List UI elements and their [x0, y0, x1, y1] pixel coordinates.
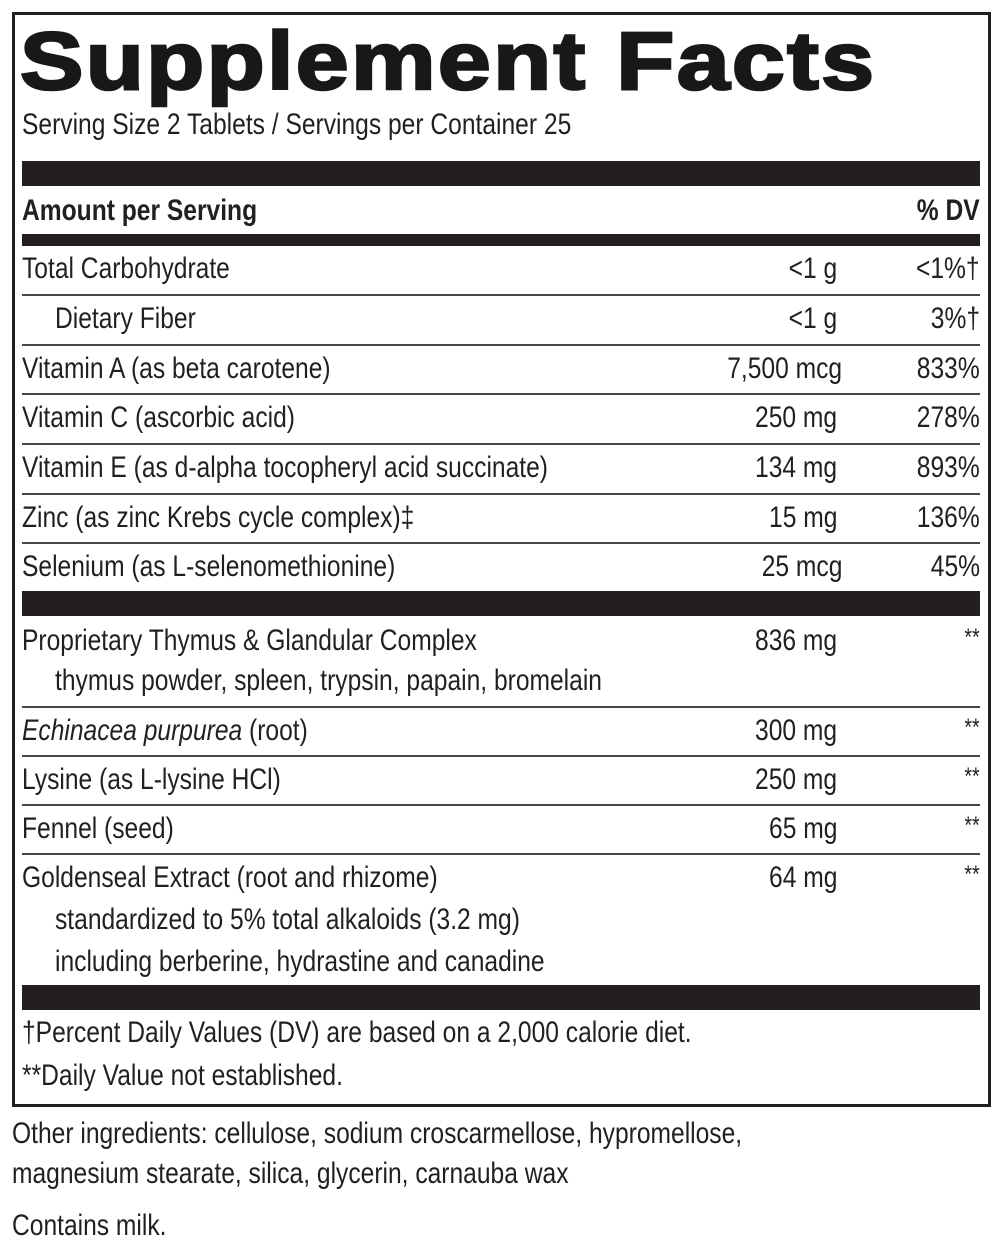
ingredient-name: Echinacea purpurea (root) [22, 713, 308, 749]
row-divider [22, 706, 980, 708]
ingredient-sub-line: including berberine, hydrastine and cana… [55, 945, 545, 978]
ingredient-sub-line: standardized to 5% total alkaloids (3.2 … [55, 903, 520, 936]
row-divider [22, 853, 980, 855]
nutrient-amount: <1 g [788, 252, 837, 285]
thick-divider [22, 591, 980, 616]
row-divider [22, 443, 980, 445]
footnote-dv-not-established: **Daily Value not established. [22, 1059, 343, 1092]
ingredient-dv: ** [964, 624, 980, 651]
row-divider [22, 804, 980, 806]
ingredient-amount: 64 mg [768, 861, 837, 894]
ingredient-dv: ** [964, 763, 980, 790]
nutrient-name: Vitamin A (as beta carotene) [22, 352, 331, 385]
nutrient-amount: 15 mg [768, 501, 837, 534]
nutrient-dv: 45% [930, 550, 980, 583]
footnote-dv-basis: †Percent Daily Values (DV) are based on … [22, 1016, 692, 1049]
dv-header: % DV [917, 194, 980, 227]
row-divider [22, 393, 980, 395]
nutrient-name: Dietary Fiber [55, 302, 196, 335]
ingredient-dv: ** [964, 861, 980, 888]
ingredient-name: Lysine (as L-lysine HCl) [22, 763, 281, 796]
nutrient-dv: <1%† [916, 252, 980, 285]
nutrient-name: Vitamin E (as d-alpha tocopheryl acid su… [22, 451, 548, 484]
thick-divider [22, 985, 980, 1010]
label-title: Supplement Facts [19, 15, 877, 108]
nutrient-dv: 833% [917, 352, 980, 385]
ingredient-amount: 65 mg [768, 812, 837, 845]
supplement-facts-panel [12, 12, 991, 1107]
ingredient-name-italic: Echinacea purpurea [22, 714, 243, 747]
nutrient-amount: 25 mcg [761, 550, 842, 583]
nutrient-amount: <1 g [788, 302, 837, 335]
ingredient-dv: ** [964, 714, 980, 741]
nutrient-dv: 893% [917, 451, 980, 484]
nutrient-amount: 134 mg [754, 451, 837, 484]
nutrient-name: Vitamin C (ascorbic acid) [22, 401, 295, 434]
thick-divider [22, 161, 980, 186]
ingredient-dv: ** [964, 812, 980, 839]
row-divider [22, 294, 980, 296]
row-divider [22, 755, 980, 757]
ingredient-amount: 836 mg [754, 624, 837, 657]
row-divider [22, 493, 980, 495]
serving-info: Serving Size 2 Tablets / Servings per Co… [22, 108, 572, 141]
nutrient-dv: 3%† [930, 302, 980, 335]
ingredient-name: Goldenseal Extract (root and rhizome) [22, 861, 438, 894]
ingredient-name-rest: (root) [242, 714, 308, 747]
medium-divider [22, 234, 980, 246]
row-divider [22, 344, 980, 346]
nutrient-amount: 7,500 mcg [727, 352, 842, 385]
other-ingredients-line-1: Other ingredients: cellulose, sodium cro… [12, 1117, 743, 1150]
ingredient-name: Fennel (seed) [22, 812, 174, 845]
ingredient-sub-line: thymus powder, spleen, trypsin, papain, … [55, 664, 602, 697]
other-ingredients-line-2: magnesium stearate, silica, glycerin, ca… [12, 1157, 569, 1190]
amount-per-serving-header: Amount per Serving [22, 194, 258, 227]
nutrient-name: Zinc (as zinc Krebs cycle complex)‡ [22, 501, 415, 534]
nutrient-name: Total Carbohydrate [22, 252, 230, 285]
nutrient-amount: 250 mg [754, 401, 837, 434]
row-divider [22, 542, 980, 544]
nutrient-dv: 136% [917, 501, 980, 534]
nutrient-dv: 278% [917, 401, 980, 434]
nutrient-name: Selenium (as L-selenomethionine) [22, 550, 396, 583]
ingredient-amount: 250 mg [754, 763, 837, 796]
allergen-statement: Contains milk. [12, 1209, 167, 1242]
ingredient-name: Proprietary Thymus & Glandular Complex [22, 624, 477, 657]
ingredient-amount: 300 mg [754, 714, 837, 747]
